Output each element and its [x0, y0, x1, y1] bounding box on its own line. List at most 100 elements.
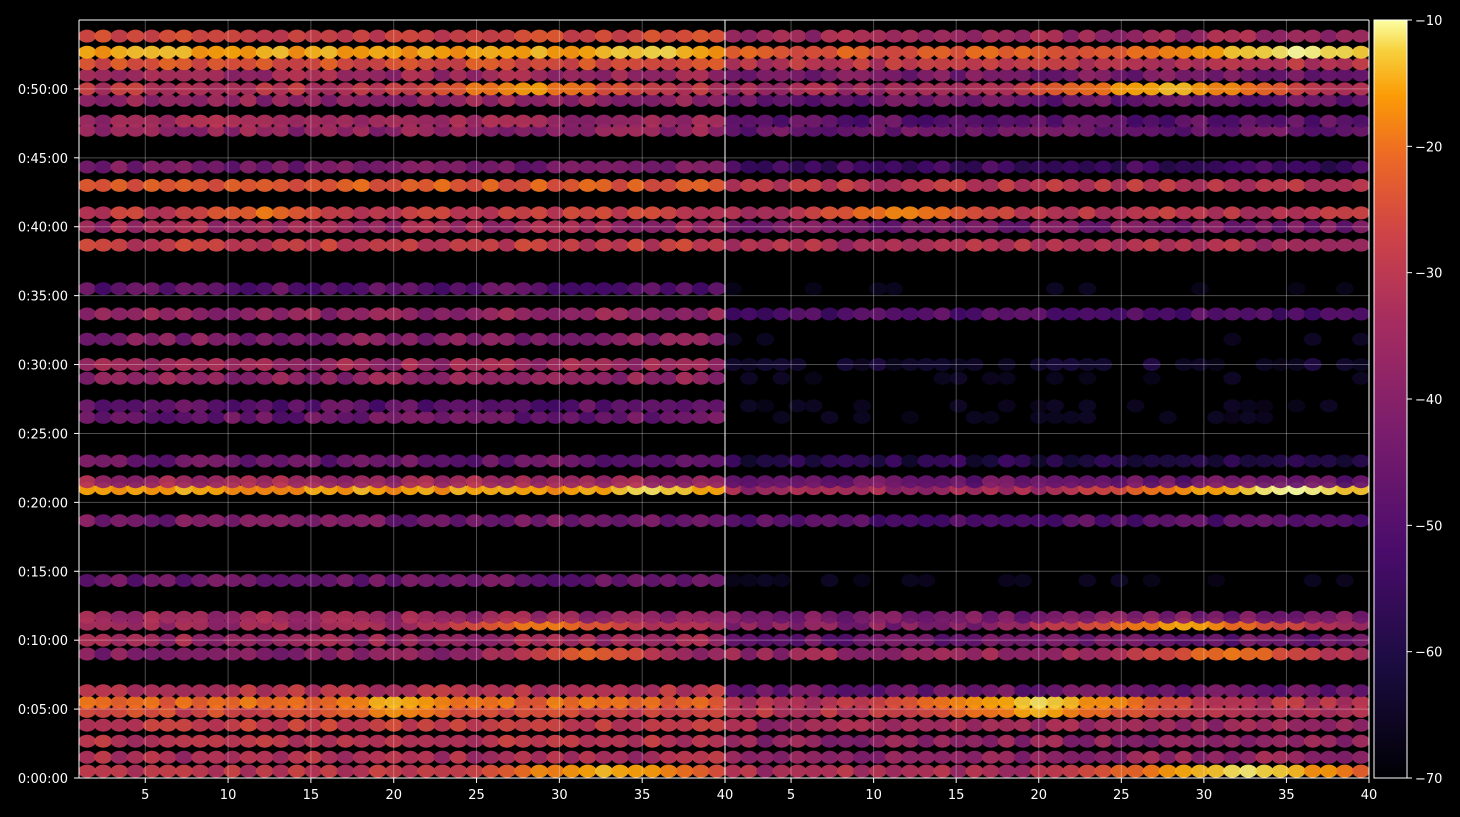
heat-cell-left-17-11: [239, 399, 258, 413]
heat-cell-right-27-22: [1062, 160, 1081, 174]
heat-cell-left-34-21: [401, 45, 419, 59]
heat-cell-right-33-13: [917, 57, 936, 71]
heat-cell-left-22-5: [142, 282, 161, 296]
heat-cell-right-6-1: [725, 684, 742, 698]
heat-cell-left-15-7: [175, 454, 193, 468]
heat-cell-right-6-27: [1142, 684, 1161, 698]
heat-cell-left-23-10: [223, 238, 242, 252]
heat-cell-right-23-13: [917, 238, 936, 252]
heat-cell-right-28-22: [1062, 123, 1081, 137]
heat-cell-left-2-14: [288, 734, 306, 748]
heat-cell-left-26-13: [272, 178, 290, 192]
heat-cell-left-35-20: [385, 29, 403, 43]
heat-cell-left-5-28: [514, 695, 532, 709]
heat-cell-left-5-15: [304, 695, 323, 709]
heat-cell-right-30-13: [917, 93, 936, 107]
heat-cell-left-24-37: [659, 220, 678, 234]
heat-cell-left-30-1: [79, 93, 96, 107]
heat-cell-right-32-37: [1303, 68, 1322, 82]
heat-cell-right-5-33: [1239, 695, 1258, 709]
heat-cell-left-31-16: [320, 82, 339, 96]
heat-cell-right-34-36: [1287, 45, 1306, 59]
heat-cell-right-2-3: [756, 734, 775, 748]
heat-cell-left-4-37: [659, 704, 678, 718]
heat-cell-left-22-8: [191, 282, 210, 296]
heat-cell-right-26-32: [1223, 178, 1242, 192]
heat-cell-right-35-3: [756, 29, 775, 43]
heat-cell-right-4-21: [1046, 704, 1064, 718]
heat-cell-right-14-9: [853, 475, 871, 489]
heat-cell-left-8-25: [465, 633, 484, 647]
heat-cell-left-27-13: [272, 160, 290, 174]
heat-cell-left-3-16: [320, 718, 339, 732]
heat-cell-left-18-40: [708, 371, 725, 385]
heat-cell-right-10-19: [1014, 610, 1032, 624]
heat-cell-right-10-37: [1303, 610, 1322, 624]
heat-cell-right-18-14: [933, 371, 952, 385]
heat-cell-right-21-40: [1352, 307, 1369, 321]
heat-cell-right-29-14: [933, 114, 952, 128]
heat-cell-left-30-12: [255, 93, 274, 107]
heat-cell-right-26-28: [1158, 178, 1177, 192]
heat-cell-right-30-25: [1110, 93, 1129, 107]
heat-cell-right-6-38: [1319, 684, 1338, 698]
heat-cell-right-1-16: [965, 750, 984, 764]
heat-cell-left-7-7: [175, 647, 193, 661]
heat-cell-left-24-1: [79, 220, 96, 234]
heat-cell-left-11-39: [691, 574, 710, 587]
heat-cell-left-27-3: [110, 160, 129, 174]
heat-cell-left-10-5: [142, 610, 161, 624]
heat-cell-left-29-3: [110, 114, 129, 128]
heat-cell-left-24-16: [320, 220, 339, 234]
heat-cell-left-8-30: [546, 633, 565, 647]
heat-cell-left-24-8: [191, 220, 210, 234]
heat-cell-right-34-26: [1126, 45, 1145, 59]
heat-cell-left-11-20: [385, 574, 403, 587]
heat-cell-right-11-18: [997, 574, 1016, 587]
heat-cell-left-3-18: [352, 718, 371, 732]
heat-cell-right-2-39: [1335, 734, 1354, 748]
heat-cell-right-25-17: [981, 206, 1000, 220]
heat-cell-left-25-26: [481, 206, 500, 220]
heat-cell-right-28-35: [1271, 123, 1290, 137]
heat-cell-right-6-6: [804, 684, 823, 698]
heat-cell-left-17-31: [562, 399, 581, 413]
heat-cell-left-17-33: [595, 399, 613, 413]
heat-cell-left-20-22: [417, 332, 436, 346]
heat-cell-left-5-33: [595, 695, 613, 709]
heat-cell-right-1-21: [1046, 750, 1064, 764]
heat-cell-left-27-24: [449, 160, 468, 174]
heat-cell-right-32-27: [1142, 68, 1161, 82]
heat-cell-right-3-24: [1094, 718, 1113, 732]
heat-cell-right-17-32: [1223, 399, 1242, 413]
heat-cell-right-4-15: [949, 704, 968, 718]
heat-cell-left-21-3: [110, 307, 129, 321]
heat-cell-left-6-39: [691, 684, 710, 698]
heat-cell-left-8-40: [708, 633, 725, 647]
heat-cell-left-3-39: [691, 718, 710, 732]
heat-cell-left-23-32: [578, 238, 597, 252]
heat-cell-right-28-40: [1352, 123, 1369, 137]
heat-cell-left-27-17: [336, 160, 355, 174]
heat-cell-left-1-1: [79, 750, 96, 764]
heat-cell-right-16-4: [772, 410, 791, 424]
heat-cell-left-0-19: [368, 764, 387, 778]
heat-cell-left-10-3: [110, 610, 129, 624]
heat-cell-right-32-11: [885, 68, 903, 82]
heat-cell-right-17-5: [788, 399, 807, 413]
heat-cell-right-5-24: [1094, 695, 1113, 709]
heat-cell-left-19-14: [288, 358, 306, 371]
heat-cell-right-25-14: [933, 206, 952, 220]
heat-cell-right-32-9: [853, 68, 871, 82]
heat-cell-left-18-24: [449, 371, 468, 385]
heat-cell-left-7-30: [546, 647, 565, 661]
heat-cell-right-31-40: [1352, 82, 1369, 96]
heat-cell-left-28-32: [578, 123, 597, 137]
heat-cell-left-3-7: [175, 718, 193, 732]
heat-cell-left-33-34: [611, 57, 629, 71]
heat-cell-left-5-5: [142, 695, 161, 709]
heat-cell-right-31-32: [1223, 82, 1242, 96]
heat-cell-right-2-16: [965, 734, 984, 748]
heat-cell-right-8-31: [1207, 633, 1225, 647]
heat-cell-left-4-1: [79, 704, 96, 718]
